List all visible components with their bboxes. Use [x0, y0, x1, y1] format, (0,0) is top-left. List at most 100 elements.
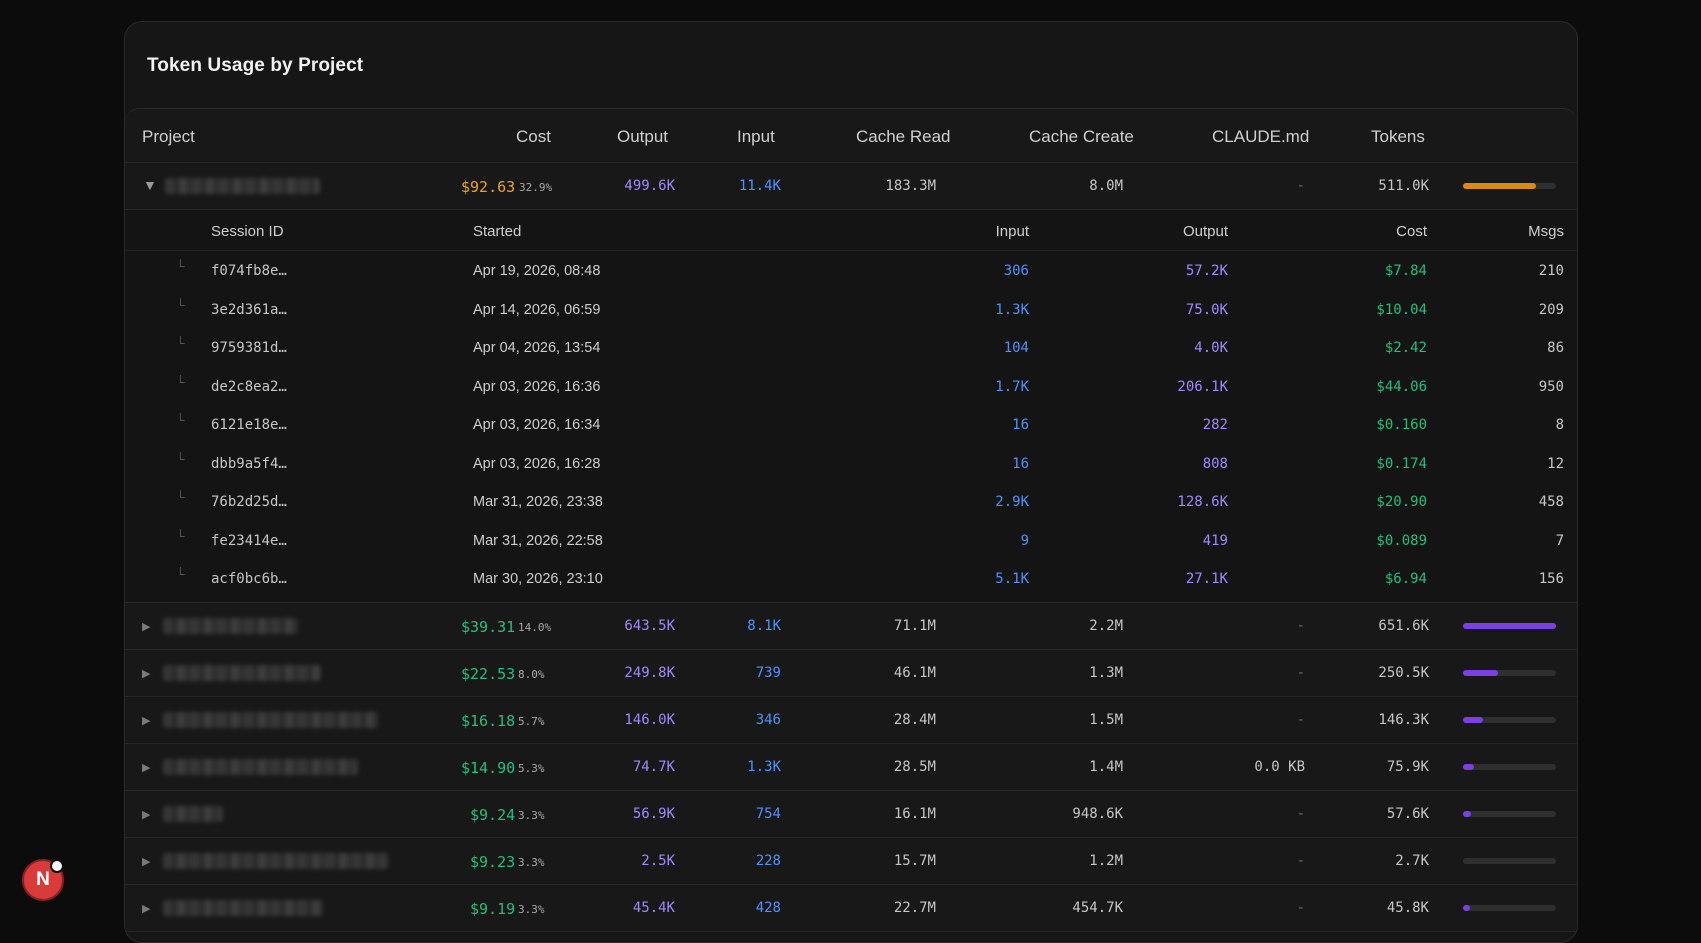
session-id[interactable]: acf0bc6b… — [211, 571, 287, 587]
project-output: 249.8K — [624, 664, 675, 681]
session-row[interactable]: └ 3e2d361a… Apr 14, 2026, 06:59 1.3K 75.… — [125, 290, 1577, 329]
project-cost: $22.53 — [461, 664, 516, 683]
project-row[interactable]: ▶ $9.24 3.3% 56.9K 754 16.1M 948.6K - 57… — [125, 791, 1577, 838]
project-cache-read: 28.5M — [893, 758, 936, 775]
caret-right-icon[interactable]: ▶ — [142, 761, 151, 774]
project-tokens: 75.9K — [1386, 758, 1429, 775]
project-output: 2.5K — [641, 852, 675, 869]
project-cost: $92.63 — [461, 178, 516, 196]
project-cost: $16.18 — [461, 711, 516, 730]
tokens-bar-fill — [1463, 183, 1536, 189]
session-row[interactable]: └ acf0bc6b… Mar 30, 2026, 23:10 5.1K 27.… — [125, 559, 1577, 598]
project-tokens: 250.5K — [1378, 664, 1429, 681]
col-cost[interactable]: Cost — [516, 127, 551, 146]
col-cache-create[interactable]: Cache Create — [1029, 127, 1134, 146]
session-row[interactable]: └ 9759381d… Apr 04, 2026, 13:54 104 4.0K… — [125, 328, 1577, 367]
project-tokens: 2.7K — [1395, 852, 1429, 869]
project-cost-pct: 8.0% — [518, 667, 545, 681]
session-row[interactable]: └ fe23414e… Mar 31, 2026, 22:58 9 419 $0… — [125, 521, 1577, 560]
session-id[interactable]: 3e2d361a… — [211, 301, 287, 318]
project-tokens: 511.0K — [1378, 178, 1429, 194]
project-name-redacted — [163, 899, 323, 916]
session-output: 808 — [1202, 455, 1228, 472]
col-input[interactable]: Input — [737, 127, 775, 146]
session-started: Apr 03, 2026, 16:28 — [473, 455, 601, 472]
session-id[interactable]: 6121e18e… — [211, 417, 287, 433]
session-msgs: 8 — [1555, 417, 1564, 433]
project-output: 45.4K — [632, 899, 675, 916]
project-cost-pct: 32.9% — [519, 181, 553, 194]
caret-right-icon[interactable]: ▶ — [142, 667, 151, 680]
col-output[interactable]: Output — [617, 127, 669, 146]
caret-right-icon[interactable]: ▶ — [142, 855, 151, 868]
session-id[interactable]: 9759381d… — [211, 340, 287, 356]
tokens-bar-fill — [1463, 669, 1498, 676]
project-claude-md: - — [1296, 617, 1305, 634]
session-started: Mar 30, 2026, 23:10 — [473, 571, 603, 587]
session-row[interactable]: └ f074fb8e… Apr 19, 2026, 08:48 306 57.2… — [125, 251, 1577, 290]
tokens-bar — [1463, 810, 1556, 817]
project-row[interactable]: ▶ $9.19 3.3% 45.4K 428 22.7M 454.7K - 45… — [125, 885, 1577, 932]
project-row[interactable]: ▶ $39.31 14.0% 643.5K 8.1K 71.1M 2.2M - … — [125, 603, 1577, 650]
user-avatar-button[interactable]: N — [22, 859, 64, 901]
project-name-redacted — [163, 758, 358, 775]
project-table: Project Cost Output Input Cache Read Cac… — [125, 108, 1577, 932]
session-cost: $44.06 — [1376, 378, 1427, 395]
session-id[interactable]: 76b2d25d… — [211, 494, 287, 510]
project-output: 643.5K — [624, 617, 675, 634]
project-claude-md: - — [1296, 852, 1305, 869]
project-name-redacted — [163, 617, 298, 634]
project-cost-pct: 3.3% — [518, 855, 545, 869]
project-cache-read: 183.3M — [885, 178, 936, 194]
session-cost: $0.089 — [1376, 532, 1427, 549]
tree-branch-icon: └ — [176, 297, 185, 312]
project-row[interactable]: ▶ $22.53 8.0% 249.8K 739 46.1M 1.3M - 25… — [125, 650, 1577, 697]
session-id[interactable]: f074fb8e… — [211, 263, 287, 279]
project-row[interactable]: ▶ $16.18 5.7% 146.0K 346 28.4M 1.5M - 14… — [125, 697, 1577, 744]
session-id[interactable]: dbb9a5f4… — [211, 455, 287, 472]
session-id[interactable]: de2c8ea2… — [211, 378, 287, 395]
project-cache-create: 1.4M — [1089, 758, 1123, 775]
project-row-expanded[interactable]: ▼ $92.63 32.9% 499.6K 11.4K 183.3M 8.0M … — [125, 163, 1577, 210]
token-usage-panel: Token Usage by Project Project Cost Outp… — [124, 21, 1578, 943]
session-row[interactable]: └ 6121e18e… Apr 03, 2026, 16:34 16 282 $… — [125, 405, 1577, 444]
project-row[interactable]: ▶ $9.23 3.3% 2.5K 228 15.7M 1.2M - 2.7K — [125, 838, 1577, 885]
tokens-bar — [1463, 716, 1556, 723]
col-claude-md[interactable]: CLAUDE.md — [1212, 127, 1310, 146]
caret-right-icon[interactable]: ▶ — [142, 714, 151, 727]
session-id[interactable]: fe23414e… — [211, 532, 287, 549]
project-row[interactable]: ▶ $14.90 5.3% 74.7K 1.3K 28.5M 1.4M 0.0 … — [125, 744, 1577, 791]
project-cache-read: 71.1M — [893, 617, 936, 634]
project-cache-create: 454.7K — [1072, 899, 1123, 916]
project-claude-md: - — [1296, 664, 1305, 681]
tree-branch-icon: └ — [176, 451, 185, 466]
project-name-redacted — [163, 711, 378, 728]
tree-branch-icon: └ — [176, 490, 185, 504]
tokens-bar — [1463, 669, 1556, 676]
project-claude-md: - — [1296, 711, 1305, 728]
caret-right-icon[interactable]: ▶ — [142, 620, 151, 633]
avatar-initial: N — [36, 869, 50, 890]
col-tokens[interactable]: Tokens — [1371, 127, 1425, 146]
project-cost-pct: 3.3% — [518, 808, 545, 822]
project-name-redacted — [163, 805, 223, 822]
project-cache-create: 1.2M — [1089, 852, 1123, 869]
project-output: 499.6K — [624, 178, 675, 194]
caret-right-icon[interactable]: ▶ — [142, 902, 151, 915]
session-msgs: 86 — [1547, 340, 1564, 356]
session-row[interactable]: └ de2c8ea2… Apr 03, 2026, 16:36 1.7K 206… — [125, 367, 1577, 406]
col-cache-read[interactable]: Cache Read — [856, 127, 951, 146]
session-started: Mar 31, 2026, 23:38 — [473, 494, 603, 510]
notification-dot — [50, 859, 64, 873]
caret-right-icon[interactable]: ▶ — [142, 808, 151, 821]
session-msgs: 210 — [1538, 263, 1564, 279]
tree-branch-icon: └ — [176, 528, 185, 543]
col-project[interactable]: Project — [142, 127, 195, 146]
col-session-input: Input — [995, 223, 1029, 240]
project-name-redacted — [165, 178, 320, 194]
session-row[interactable]: └ 76b2d25d… Mar 31, 2026, 23:38 2.9K 128… — [125, 482, 1577, 521]
caret-down-icon[interactable]: ▼ — [143, 177, 157, 193]
session-row[interactable]: └ dbb9a5f4… Apr 03, 2026, 16:28 16 808 $… — [125, 444, 1577, 483]
session-started: Mar 31, 2026, 22:58 — [473, 532, 603, 549]
session-input: 9 — [1020, 532, 1029, 549]
